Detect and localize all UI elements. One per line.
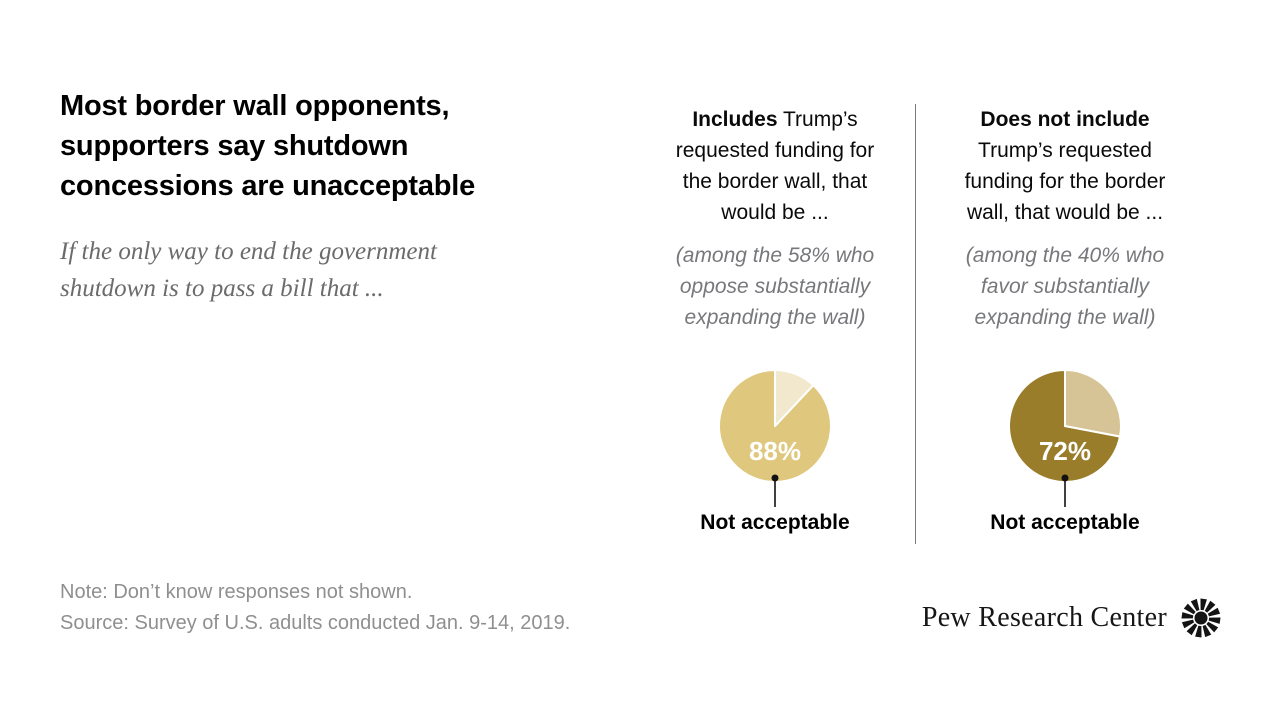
column-header-rest: Trump’s requested funding for the border…: [964, 139, 1166, 224]
column-header-rest: Trump’s requested funding for the border…: [675, 108, 875, 224]
brand-name: Pew Research Center: [921, 602, 1167, 633]
pie-column-includes-funding: Includes Trump’s requested funding for t…: [661, 104, 889, 535]
brand-lockup: Pew Research Center: [922, 597, 1222, 639]
column-header: Does not include Trump’s requested fundi…: [951, 104, 1179, 240]
pew-sunburst-icon: [1181, 598, 1221, 638]
chart-subtitle: If the only way to end the government sh…: [60, 238, 437, 302]
chart-title: Most border wall opponents, supporters s…: [60, 90, 476, 202]
svg-text:88%: 88%: [749, 436, 801, 466]
column-header-emphasis: Includes: [692, 108, 778, 131]
column-header: Includes Trump’s requested funding for t…: [661, 104, 889, 240]
svg-text:72%: 72%: [1039, 436, 1091, 466]
pie-column-excludes-funding: Does not include Trump’s requested fundi…: [951, 104, 1179, 535]
pie-chart-72-percent: 72%: [1008, 369, 1122, 507]
pie-callout-label: Not acceptable: [700, 511, 850, 534]
column-divider-line: [915, 104, 916, 544]
column-header-emphasis: Does not include: [980, 108, 1150, 131]
footnote-block: Note: Don’t know responses not shown. So…: [60, 577, 700, 639]
pie-chart-88-percent: 88%: [718, 369, 832, 507]
population-note: (among the 40% who favor substantially e…: [965, 244, 1165, 329]
note-text: Note: Don’t know responses not shown.: [60, 581, 413, 603]
population-note: (among the 58% who oppose substantially …: [675, 244, 875, 329]
source-text: Source: Survey of U.S. adults conducted …: [60, 612, 571, 634]
pie-callout-label: Not acceptable: [990, 511, 1140, 534]
